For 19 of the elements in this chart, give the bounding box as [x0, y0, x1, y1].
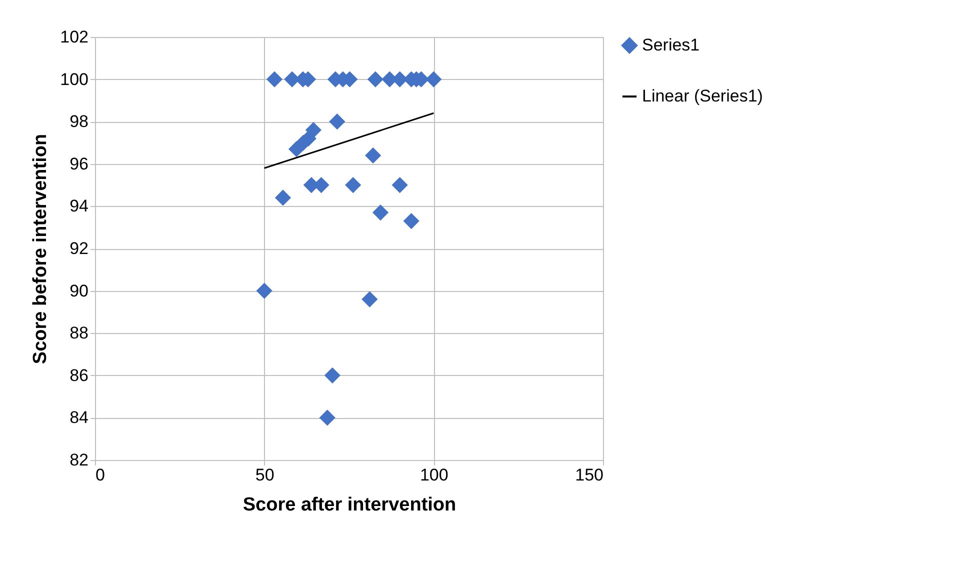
x-axis-title: Score after intervention — [242, 494, 456, 516]
y-tick-label: 98 — [70, 112, 88, 132]
y-axis-title: Score before intervention — [30, 134, 52, 364]
legend-label: Linear (Series1) — [642, 86, 763, 106]
x-tick-label: 150 — [575, 466, 604, 484]
y-tick-label: 90 — [70, 281, 88, 300]
x-tick-label: 100 — [420, 466, 448, 484]
legend-label: Series1 — [642, 36, 700, 54]
y-tick-label: 82 — [70, 450, 88, 470]
x-tick-label: 0 — [96, 466, 105, 484]
y-tick-label: 96 — [70, 154, 88, 174]
y-tick-label: 102 — [60, 28, 88, 46]
y-tick-label: 94 — [70, 196, 88, 216]
x-tick-label: 50 — [255, 466, 274, 484]
y-tick-label: 84 — [70, 408, 88, 428]
y-tick-label: 100 — [60, 70, 88, 89]
y-tick-label: 88 — [70, 324, 88, 343]
y-tick-label: 86 — [70, 366, 88, 385]
y-tick-label: 92 — [70, 239, 88, 258]
